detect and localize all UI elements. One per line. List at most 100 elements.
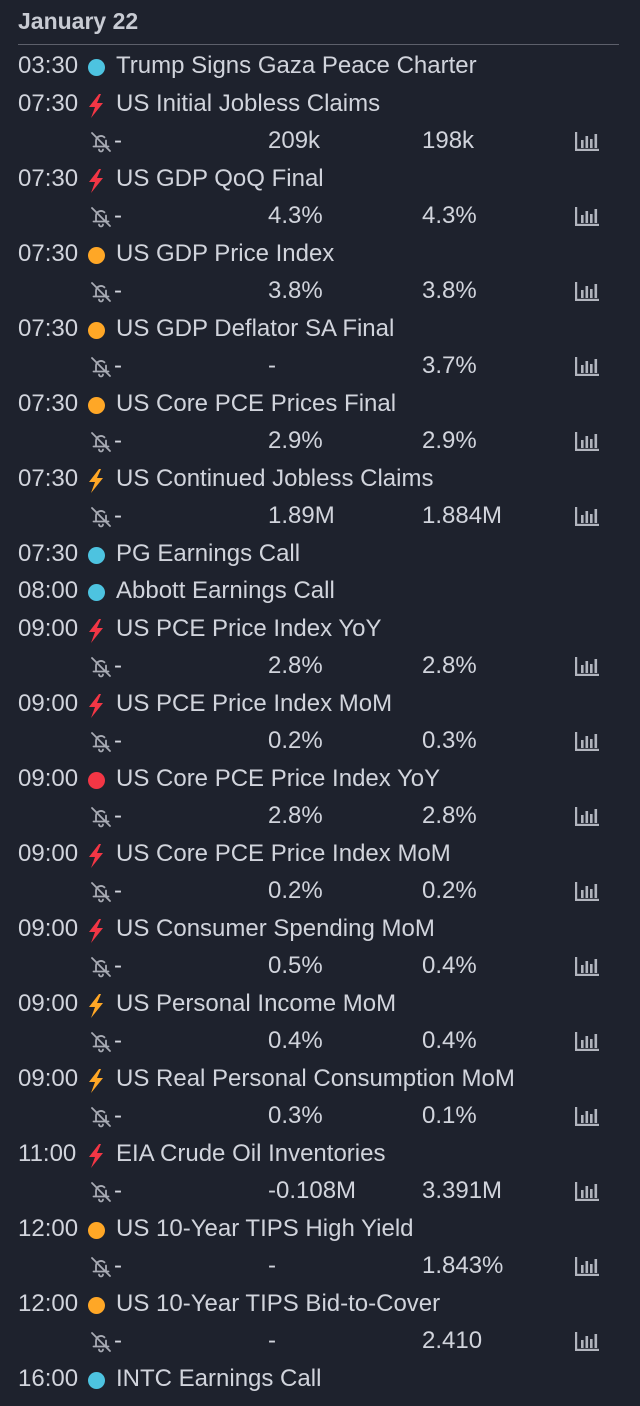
- bar-chart-icon[interactable]: [574, 1330, 600, 1352]
- bell-off-icon[interactable]: [89, 955, 113, 979]
- date-divider: [18, 44, 619, 45]
- event-title[interactable]: US PCE Price Index YoY: [116, 614, 382, 642]
- bell-off-icon[interactable]: [89, 430, 113, 454]
- event-title[interactable]: US Core PCE Prices Final: [116, 389, 397, 417]
- previous-value: 2.410: [422, 1327, 483, 1354]
- actual-value: -: [114, 802, 122, 829]
- event-title[interactable]: US GDP Deflator SA Final: [116, 314, 395, 342]
- bell-off-icon[interactable]: [89, 355, 113, 379]
- bell-off-icon[interactable]: [89, 1330, 113, 1354]
- event-title[interactable]: US Consumer Spending MoM: [116, 914, 435, 942]
- event-row[interactable]: 09:00 US Consumer Spending MoM - 0.5% 0.4%: [0, 910, 640, 985]
- event-title[interactable]: US 10-Year TIPS Bid-to-Cover: [116, 1289, 441, 1317]
- impact-dot-icon: [85, 56, 107, 78]
- event-title[interactable]: US PCE Price Index MoM: [116, 689, 393, 717]
- lightning-bolt-icon: [85, 93, 107, 118]
- event-title[interactable]: US 10-Year TIPS High Yield: [116, 1214, 414, 1242]
- bell-off-icon[interactable]: [89, 1255, 113, 1279]
- bar-chart-icon[interactable]: [574, 1180, 600, 1202]
- bell-off-icon[interactable]: [89, 280, 113, 304]
- bell-off-icon[interactable]: [89, 130, 113, 154]
- bell-off-icon[interactable]: [89, 730, 113, 754]
- event-row[interactable]: 08:00 Abbott Earnings Call: [0, 572, 640, 610]
- event-row[interactable]: 09:00 US Core PCE Price Index YoY - 2.8% 2.8…: [0, 760, 640, 835]
- bar-chart-icon[interactable]: [574, 1255, 600, 1277]
- bar-chart-icon[interactable]: [574, 130, 600, 152]
- event-title[interactable]: US Continued Jobless Claims: [116, 464, 434, 492]
- bell-off-icon[interactable]: [89, 880, 113, 904]
- event-time: 12:00: [18, 1214, 79, 1242]
- event-row[interactable]: 09:00 US Core PCE Price Index MoM - 0.2% 0.2…: [0, 835, 640, 910]
- previous-value: 2.9%: [422, 427, 477, 454]
- bell-off-icon[interactable]: [89, 1180, 113, 1204]
- event-title[interactable]: Abbott Earnings Call: [116, 577, 335, 604]
- event-row[interactable]: 03:30 Trump Signs Gaza Peace Charter: [0, 47, 640, 85]
- event-title[interactable]: Trump Signs Gaza Peace Charter: [116, 52, 477, 79]
- impact-dot-icon: [85, 394, 107, 416]
- bell-off-icon[interactable]: [89, 505, 113, 529]
- bar-chart-icon[interactable]: [574, 730, 600, 752]
- event-time: 03:30: [18, 52, 79, 79]
- event-row[interactable]: 07:30 US GDP Price Index - 3.8% 3.8%: [0, 235, 640, 310]
- event-title[interactable]: US Real Personal Consumption MoM: [116, 1064, 515, 1092]
- forecast-value: 2.8%: [268, 652, 323, 679]
- bell-off-icon[interactable]: [89, 1030, 113, 1054]
- bar-chart-icon[interactable]: [574, 280, 600, 302]
- forecast-value: 0.5%: [268, 952, 323, 979]
- event-title[interactable]: US Core PCE Price Index MoM: [116, 839, 451, 867]
- event-title[interactable]: EIA Crude Oil Inventories: [116, 1139, 386, 1167]
- bar-chart-icon[interactable]: [574, 1030, 600, 1052]
- event-row[interactable]: 07:30 US Continued Jobless Claims - 1.89M 1.…: [0, 460, 640, 535]
- event-row[interactable]: 12:00 US 10-Year TIPS Bid-to-Cover - - 2.410: [0, 1285, 640, 1360]
- event-row[interactable]: 07:30 US GDP Deflator SA Final - - 3.7%: [0, 310, 640, 385]
- actual-value: -: [114, 952, 122, 979]
- actual-value: -: [114, 202, 122, 229]
- lightning-bolt-icon: [85, 993, 107, 1018]
- bar-chart-icon[interactable]: [574, 355, 600, 377]
- previous-value: 0.4%: [422, 952, 477, 979]
- event-title[interactable]: US Core PCE Price Index YoY: [116, 764, 441, 792]
- event-time: 09:00: [18, 764, 79, 792]
- event-title[interactable]: INTC Earnings Call: [116, 1364, 322, 1392]
- event-row[interactable]: 09:00 US PCE Price Index YoY - 2.8% 2.8%: [0, 610, 640, 685]
- bar-chart-icon[interactable]: [574, 955, 600, 977]
- event-row[interactable]: 16:00 INTC Earnings Call: [0, 1360, 640, 1398]
- impact-dot-icon: [85, 1219, 107, 1241]
- bar-chart-icon[interactable]: [574, 205, 600, 227]
- bell-off-icon[interactable]: [89, 1105, 113, 1129]
- actual-value: -: [114, 127, 122, 154]
- actual-value: -: [114, 427, 122, 454]
- event-row[interactable]: 09:00 US Real Personal Consumption MoM - 0.…: [0, 1060, 640, 1135]
- bar-chart-icon[interactable]: [574, 1105, 600, 1127]
- bell-off-icon[interactable]: [89, 805, 113, 829]
- lightning-bolt-icon: [85, 918, 107, 943]
- event-row[interactable]: 09:00 US PCE Price Index MoM - 0.2% 0.3%: [0, 685, 640, 760]
- event-row[interactable]: 12:00 US 10-Year TIPS High Yield - - 1.843%: [0, 1210, 640, 1285]
- event-row[interactable]: 09:00 US Personal Income MoM - 0.4% 0.4%: [0, 985, 640, 1060]
- event-title[interactable]: US GDP Price Index: [116, 239, 335, 267]
- bar-chart-icon[interactable]: [574, 505, 600, 527]
- previous-value: 4.3%: [422, 202, 477, 229]
- actual-value: -: [114, 652, 122, 679]
- event-row[interactable]: 07:30 US GDP QoQ Final - 4.3% 4.3%: [0, 160, 640, 235]
- event-row[interactable]: 07:30 US Initial Jobless Claims - 209k 198k: [0, 85, 640, 160]
- event-row[interactable]: 07:30 PG Earnings Call: [0, 535, 640, 573]
- event-time: 07:30: [18, 239, 79, 267]
- bar-chart-icon[interactable]: [574, 880, 600, 902]
- event-row[interactable]: 11:00 EIA Crude Oil Inventories - -0.108M 3.…: [0, 1135, 640, 1210]
- bar-chart-icon[interactable]: [574, 805, 600, 827]
- event-time: 07:30: [18, 389, 79, 417]
- bell-off-icon[interactable]: [89, 205, 113, 229]
- bar-chart-icon[interactable]: [574, 655, 600, 677]
- previous-value: 0.1%: [422, 1102, 477, 1129]
- event-row[interactable]: 07:30 US Core PCE Prices Final - 2.9% 2.9%: [0, 385, 640, 460]
- event-title[interactable]: US Initial Jobless Claims: [116, 89, 381, 117]
- previous-value: 0.2%: [422, 877, 477, 904]
- bar-chart-icon[interactable]: [574, 430, 600, 452]
- event-title[interactable]: US Personal Income MoM: [116, 989, 397, 1017]
- event-time: 09:00: [18, 689, 79, 717]
- actual-value: -: [114, 1252, 122, 1279]
- event-title[interactable]: PG Earnings Call: [116, 539, 301, 567]
- event-title[interactable]: US GDP QoQ Final: [116, 164, 324, 192]
- bell-off-icon[interactable]: [89, 655, 113, 679]
